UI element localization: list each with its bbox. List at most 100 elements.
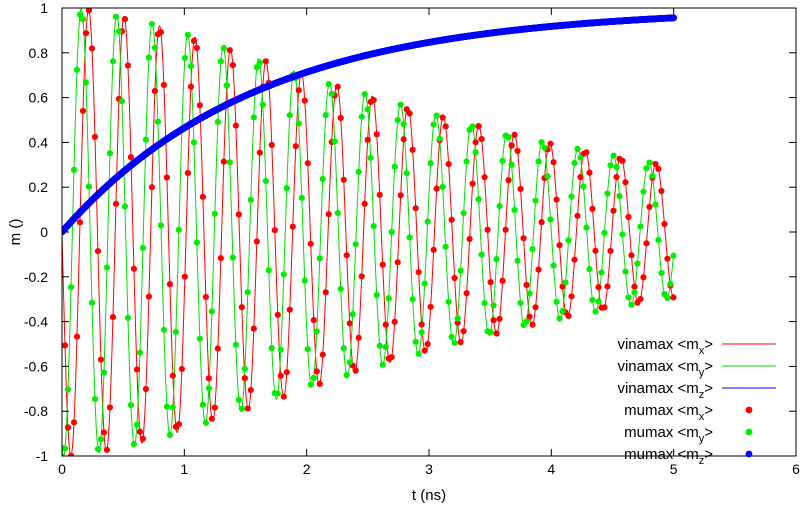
y-tick-label: -0.2 [24,269,48,285]
data-point [460,209,467,217]
legend-label-suffix: > [704,424,713,441]
data-point [289,223,296,230]
data-point [226,159,233,166]
legend-label-prefix: vinamax <m [617,336,698,353]
data-point [124,314,132,321]
data-point [91,133,99,141]
data-point [535,158,542,165]
data-point [442,243,449,250]
y-tick-label: 0.2 [29,179,49,195]
data-point [160,326,167,333]
data-point [652,160,659,168]
data-point [562,279,569,286]
data-point [520,235,527,242]
data-point [139,435,147,442]
data-point [373,131,380,138]
data-point [217,255,224,262]
data-point [376,191,383,198]
data-point [670,252,677,259]
data-point [601,229,608,236]
legend-label-sub: z [699,389,705,401]
data-point [376,342,383,349]
data-point [304,346,311,353]
data-point [463,158,470,165]
data-point [124,62,132,69]
x-tick-label: 4 [547,461,555,477]
data-point [664,255,671,262]
data-point [67,452,75,456]
data-point [304,160,311,167]
data-point [397,192,404,199]
data-point [73,333,81,340]
data-point [511,206,518,214]
data-point [421,280,428,287]
data-point [283,369,290,376]
data-point [433,185,440,192]
data-point [418,329,425,336]
data-point [109,313,117,321]
data-point [493,330,500,337]
axes: 0 1 2 3 4 5 6 -1 -0.8 -0.6 -0.4 -0.2 0 0.2 0.4 0.6 0.8 1 [24,0,800,477]
data-point [409,146,416,153]
y-tick-label: 0.4 [29,134,49,150]
data-point [478,251,485,258]
data-point [355,334,362,341]
legend-label: vinamax <my> [617,358,713,379]
data-point [430,121,437,128]
series-points-my [62,11,677,453]
data-point [301,97,308,104]
data-point [130,265,138,272]
data-point [268,344,275,352]
data-point [205,385,212,392]
y-axis-title: m () [7,219,24,246]
data-point [508,142,515,149]
data-point [295,120,302,127]
data-point [631,289,638,296]
data-point [202,293,209,301]
legend: vinamax <mx>vinamax <my>vinamax <mz>muma… [617,336,776,467]
data-point [517,299,524,307]
data-point [202,419,209,426]
data-point [265,267,272,274]
data-point [238,405,245,412]
data-point [448,333,455,341]
data-point [292,143,299,150]
data-point [535,266,542,273]
data-point [556,315,563,322]
data-point [136,428,144,435]
data-point [229,62,236,69]
data-point [361,91,368,98]
data-point [634,260,641,267]
data-point [382,343,389,351]
data-point [424,218,431,225]
data-point [490,302,497,309]
data-point [526,313,533,320]
data-point [607,162,614,169]
data-point [181,273,188,280]
data-point [235,396,242,404]
data-point [82,79,90,86]
data-point [328,90,335,97]
data-point [553,196,560,203]
data-point [643,165,650,172]
y-tick-label: -0.6 [24,358,48,374]
data-point [604,283,611,290]
data-point [475,123,482,130]
data-point [196,102,203,109]
data-point [355,168,362,175]
data-point [295,87,302,94]
data-point [241,375,248,382]
data-point [238,304,245,311]
data-point [583,149,590,156]
data-point [637,223,644,230]
data-point [499,157,506,164]
data-point [262,177,269,185]
data-point [457,267,464,274]
legend-label: mumax <mx> [624,402,713,423]
legend-label-suffix: > [704,446,713,463]
data-point [511,131,518,138]
data-point [64,386,72,393]
data-point [526,290,533,297]
data-point [577,173,584,181]
data-point [106,150,114,157]
